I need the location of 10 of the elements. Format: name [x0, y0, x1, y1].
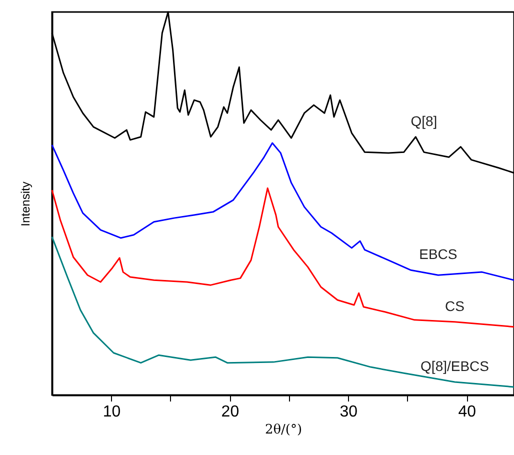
x-tick-label: 30: [340, 404, 358, 420]
series-label: Q[8]/EBCS: [420, 358, 490, 374]
series-label: EBCS: [419, 246, 458, 262]
x-tick-label: 20: [221, 404, 240, 420]
series-label: Q[8]: [410, 112, 438, 129]
x-axis-title: 2θ/(°): [264, 422, 302, 438]
series-label: CS: [445, 298, 464, 314]
x-tick-label: 10: [102, 404, 121, 420]
y-axis-title: Intensity: [18, 182, 32, 226]
x-tick-label: 40: [458, 404, 476, 420]
